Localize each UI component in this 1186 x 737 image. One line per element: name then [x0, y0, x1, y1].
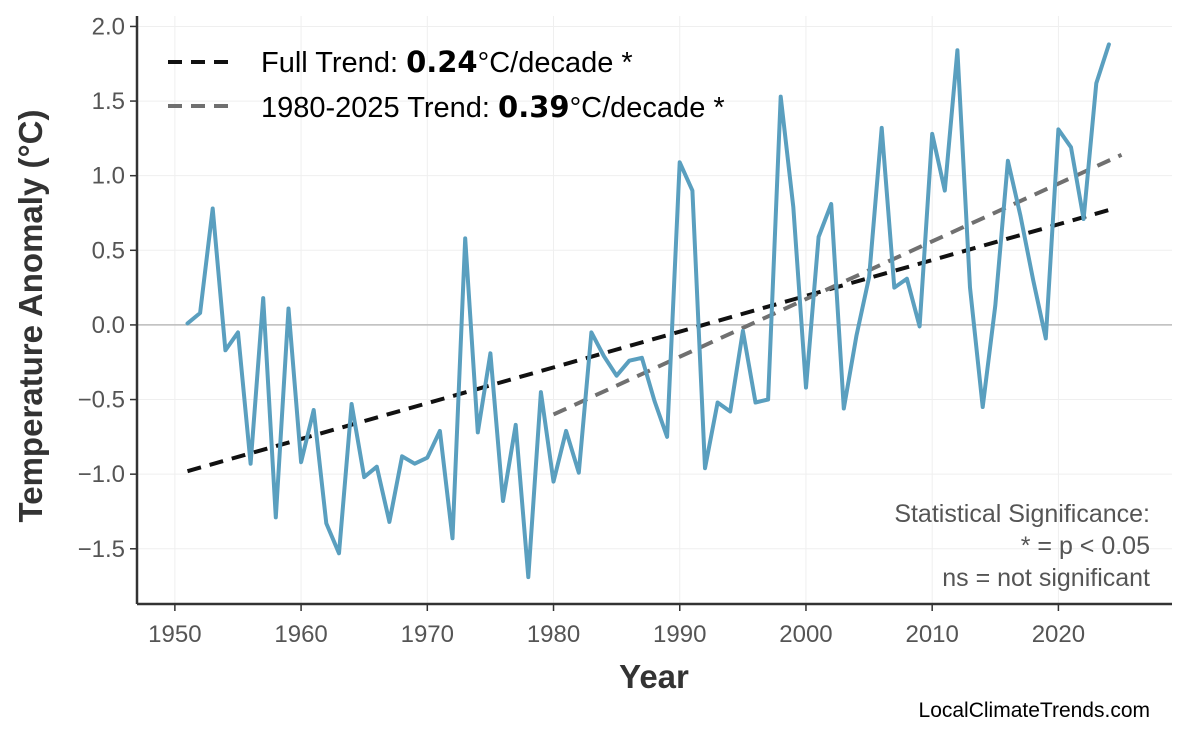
y-tick-label: −1.0	[78, 461, 125, 488]
x-tick-label: 2000	[779, 621, 832, 648]
x-tick-label: 2010	[905, 621, 958, 648]
y-tick-label: 0.0	[92, 312, 125, 339]
significance-note-line-1: Statistical Significance:	[894, 500, 1150, 528]
tick-labels: −1.5 −1.0 −0.5 0.0 0.5 1.0 1.5 2.0 1950 1960 1970 1…	[78, 13, 1085, 648]
trend-lines	[186, 152, 1123, 474]
y-axis-title: Temperature Anomaly (°C)	[12, 110, 49, 523]
x-tick-label: 1970	[401, 621, 454, 648]
x-tick-label: 1960	[274, 621, 327, 648]
x-tick-label: 1980	[527, 621, 580, 648]
legend-full-rate: 0.24	[406, 45, 478, 79]
legend-label-1980-trend: 1980-2025 Trend: 0.39°C/decade *	[261, 90, 725, 124]
x-tick-label: 1990	[653, 621, 706, 648]
trend-line-full	[186, 208, 1110, 474]
significance-note-line-3: ns = not significant	[942, 564, 1150, 592]
source-credit: LocalClimateTrends.com	[919, 699, 1150, 722]
legend-1980-suffix: °C/decade *	[570, 92, 725, 124]
series-line-temperature-anomaly	[185, 42, 1111, 580]
y-tick-label: 1.0	[92, 163, 125, 190]
legend: Full Trend: 0.24°C/decade * 1980-2025 Tr…	[168, 45, 725, 124]
significance-note-line-2: * = p < 0.05	[1021, 532, 1150, 560]
y-tick-label: −0.5	[78, 387, 125, 414]
legend-1980-rate: 0.39	[498, 90, 570, 124]
x-tick-label: 2020	[1032, 621, 1085, 648]
legend-label-full-trend: Full Trend: 0.24°C/decade *	[261, 45, 633, 79]
y-tick-label: −1.5	[78, 536, 125, 563]
y-tick-label: 0.5	[92, 237, 125, 264]
legend-full-suffix: °C/decade *	[478, 47, 633, 79]
grid-lines	[137, 16, 1172, 604]
axes	[130, 16, 1172, 611]
y-tick-label: 1.5	[92, 88, 125, 115]
legend-1980-prefix: 1980-2025 Trend:	[261, 92, 498, 124]
x-axis-title: Year	[619, 658, 689, 695]
significance-note: Statistical Significance: * = p < 0.05 n…	[894, 500, 1150, 592]
legend-full-prefix: Full Trend:	[261, 47, 406, 79]
x-tick-label: 1950	[148, 621, 201, 648]
y-tick-label: 2.0	[92, 13, 125, 40]
